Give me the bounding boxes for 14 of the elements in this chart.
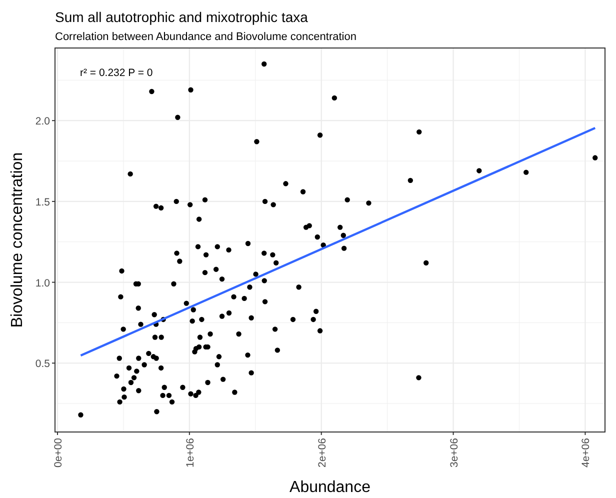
- y-tick-label: 1.5: [35, 196, 50, 208]
- x-axis-title: Abundance: [290, 479, 371, 496]
- y-tick-label: 1.0: [35, 277, 50, 290]
- x-tick-label: 3e+06: [448, 438, 460, 468]
- x-tick-label: 2e+06: [316, 438, 328, 468]
- y-axis-title: Biovolume concentration: [9, 152, 26, 328]
- y-tick-label: 2.0: [35, 116, 50, 128]
- x-tick-label: 0e+00: [52, 438, 65, 468]
- x-tick-label: 4e+06: [580, 438, 592, 468]
- chart-subtitle: Correlation between Abundance and Biovolume concentration: [55, 31, 356, 43]
- chart-title: Sum all autotrophic and mixotrophic taxa: [55, 9, 308, 25]
- y-tick-label: 0.5: [35, 358, 50, 370]
- annotation: r² = 0.232 P = 0: [80, 67, 153, 79]
- x-tick-label: 1e+06: [184, 438, 196, 468]
